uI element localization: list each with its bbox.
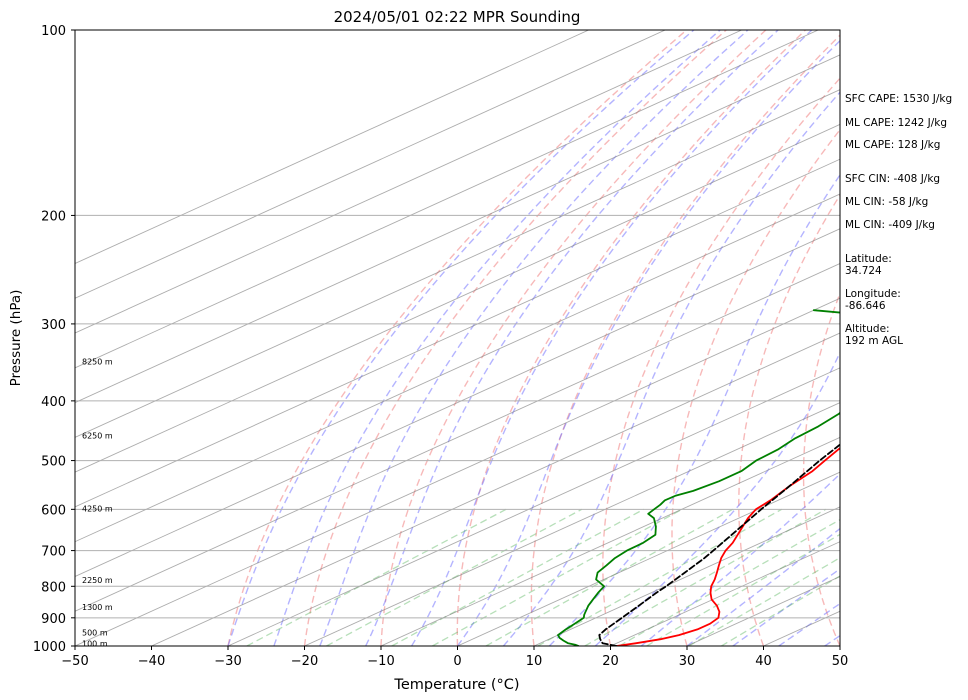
- height-label: 500 m: [82, 628, 108, 637]
- isotherm: [227, 367, 840, 646]
- ml-cin-text: ML CIN: -58 J/kg: [845, 196, 929, 208]
- x-tick-label: 20: [602, 654, 619, 669]
- x-tick-label: 10: [526, 654, 543, 669]
- moist-adiabat: [686, 527, 840, 646]
- isotherm: [380, 436, 840, 646]
- isotherm: [75, 30, 589, 264]
- x-tick-label: −50: [61, 654, 88, 669]
- moist-adiabat: [227, 30, 695, 646]
- moist-adiabat: [640, 472, 840, 646]
- chart-title: 2024/05/01 02:22 MPR Sounding: [334, 8, 581, 26]
- mixing-ratio-line: [646, 533, 840, 646]
- height-label: 100 m: [82, 639, 108, 648]
- isotherm: [610, 541, 840, 646]
- y-tick-label: 900: [41, 612, 66, 627]
- isotherm: [75, 228, 840, 577]
- isotherm: [75, 158, 840, 508]
- y-axis-label: Pressure (hPa): [8, 290, 24, 387]
- sfc-cape-text: SFC CAPE: 1530 J/kg: [845, 93, 953, 105]
- x-tick-label: 40: [755, 654, 772, 669]
- y-tick-label: 1000: [33, 640, 66, 655]
- isotherm: [75, 263, 840, 612]
- dry-adiabat: [456, 30, 806, 646]
- dry-adiabat: [380, 30, 767, 646]
- x-tick-label: −20: [291, 654, 318, 669]
- mixing-ratio-line: [584, 508, 827, 646]
- x-tick-label: 50: [832, 654, 849, 669]
- x-axis-ticks: −50 −40 −30 −20 −10 0 10 20 30 40 50: [61, 646, 848, 669]
- sfc-cin-text: SFC CIN: -408 J/kg: [845, 173, 941, 185]
- y-tick-label: 500: [41, 455, 66, 470]
- mixing-ratio-line: [688, 557, 840, 646]
- dry-adiabat: [802, 291, 840, 646]
- isotherm: [75, 297, 840, 646]
- altitude-text: Altitude: 192 m AGL: [845, 323, 903, 347]
- isotherm: [75, 89, 840, 438]
- isotherm: [151, 332, 840, 646]
- moist-adiabat: [456, 39, 840, 646]
- mixing-ratio-line: [720, 575, 840, 646]
- isotherm: [75, 30, 666, 299]
- parcel-line: [598, 443, 840, 646]
- dry-adiabat: [303, 30, 727, 646]
- y-tick-label: 700: [41, 545, 66, 560]
- x-tick-label: 0: [453, 654, 461, 669]
- y-axis-ticks: 100 200 300 400 500 600 700 800 900 1000: [33, 24, 75, 655]
- ml-cape-text-2: ML CAPE: 128 J/kg: [845, 139, 941, 151]
- x-axis-label: Temperature (°C): [393, 677, 519, 693]
- moist-adiabat: [273, 30, 721, 646]
- y-tick-label: 300: [41, 318, 66, 333]
- isotherm: [75, 193, 840, 543]
- y-tick-label: 200: [41, 209, 66, 224]
- y-tick-label: 600: [41, 503, 66, 518]
- height-label: 1300 m: [82, 603, 113, 612]
- height-label: 2250 m: [82, 576, 113, 585]
- height-label: 8250 m: [82, 357, 113, 366]
- dry-adiabat: [738, 193, 840, 646]
- sounding-profiles: [557, 309, 840, 646]
- dewpoint-line: [557, 309, 840, 646]
- latitude-text: Latitude: 34.724: [845, 253, 892, 277]
- isotherm: [75, 54, 840, 404]
- moist-adiabat: [594, 350, 840, 646]
- isotherm: [533, 506, 840, 646]
- moist-adiabat: [365, 30, 779, 646]
- height-label: 4250 m: [82, 504, 113, 513]
- isotherm: [304, 402, 840, 646]
- dry-adiabat: [227, 30, 688, 646]
- y-tick-label: 400: [41, 395, 66, 410]
- isotherm: [75, 30, 742, 334]
- height-label: 6250 m: [82, 431, 113, 440]
- moist-adiabat: [502, 91, 840, 646]
- height-labels: 8250 m 6250 m 4250 m 2250 m 1300 m 500 m 100 m: [82, 357, 113, 648]
- dry-adiabat: [602, 77, 840, 646]
- dry-adiabat: [530, 34, 840, 646]
- y-tick-label: 800: [41, 580, 66, 595]
- isotherm: [75, 123, 840, 473]
- temperature-line: [615, 447, 840, 646]
- background-lines: [75, 30, 840, 646]
- mixing-ratio-line: [391, 508, 645, 646]
- isobar-grid: [75, 214, 840, 619]
- x-tick-label: −40: [138, 654, 165, 669]
- moist-adiabat: [411, 30, 813, 646]
- mixing-ratio-line: [246, 508, 507, 646]
- x-tick-label: −10: [367, 654, 394, 669]
- x-tick-label: −30: [214, 654, 241, 669]
- x-tick-label: 30: [679, 654, 696, 669]
- y-tick-label: 100: [41, 24, 66, 39]
- mixing-ratio-line: [432, 508, 683, 646]
- isotherm: [75, 30, 819, 369]
- dry-adiabat: [671, 128, 840, 646]
- ml-cin-text-2: ML CIN: -409 J/kg: [845, 219, 935, 231]
- isotherm: [457, 471, 840, 646]
- ml-cape-text: ML CAPE: 1242 J/kg: [845, 117, 948, 129]
- plot-frame: [74, 29, 841, 647]
- longitude-text: Longitude: -86.646: [845, 288, 901, 312]
- moist-adiabat: [319, 30, 749, 646]
